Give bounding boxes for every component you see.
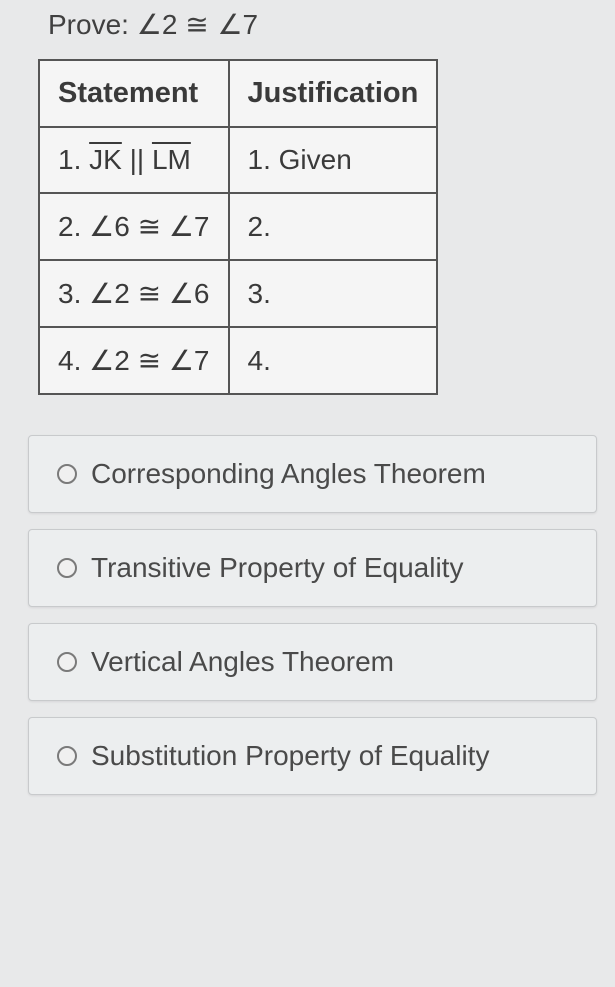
radio-icon: [57, 652, 77, 672]
option-label: Substitution Property of Equality: [91, 740, 489, 772]
option-substitution-property[interactable]: Substitution Property of Equality: [28, 717, 597, 795]
option-label: Corresponding Angles Theorem: [91, 458, 486, 490]
proof-table: Statement Justification 1. JK || LM 1. G…: [38, 59, 438, 395]
radio-icon: [57, 746, 77, 766]
prove-sym: ≅: [185, 9, 209, 40]
statement-expr: ∠6 ≅ ∠7: [89, 211, 209, 242]
radio-icon: [57, 558, 77, 578]
justification-cell: 1. Given: [229, 127, 438, 193]
radio-icon: [57, 464, 77, 484]
option-corresponding-angles[interactable]: Corresponding Angles Theorem: [28, 435, 597, 513]
row-num: 1.: [58, 144, 81, 175]
prove-left: ∠2: [137, 9, 178, 40]
justification-cell: 4.: [229, 327, 438, 394]
row-num: 4.: [58, 345, 81, 376]
header-justification: Justification: [229, 60, 438, 127]
prove-line: Prove: ∠2 ≅ ∠7: [0, 0, 615, 59]
table-header-row: Statement Justification: [39, 60, 437, 127]
segment-jk: JK: [89, 144, 122, 175]
prove-label: Prove:: [48, 9, 129, 40]
justification-cell: 3.: [229, 260, 438, 327]
statement-expr: ∠2 ≅ ∠7: [89, 345, 209, 376]
justification-cell: 2.: [229, 193, 438, 260]
table-row: 4. ∠2 ≅ ∠7 4.: [39, 327, 437, 394]
statement-expr: ∠2 ≅ ∠6: [89, 278, 209, 309]
table-row: 1. JK || LM 1. Given: [39, 127, 437, 193]
statement-cell: 3. ∠2 ≅ ∠6: [39, 260, 229, 327]
statement-cell: 2. ∠6 ≅ ∠7: [39, 193, 229, 260]
answer-options: Corresponding Angles Theorem Transitive …: [0, 435, 615, 795]
option-label: Transitive Property of Equality: [91, 552, 463, 584]
prove-right: ∠7: [217, 9, 258, 40]
statement-cell: 1. JK || LM: [39, 127, 229, 193]
statement-cell: 4. ∠2 ≅ ∠7: [39, 327, 229, 394]
header-statement: Statement: [39, 60, 229, 127]
option-vertical-angles[interactable]: Vertical Angles Theorem: [28, 623, 597, 701]
table-row: 3. ∠2 ≅ ∠6 3.: [39, 260, 437, 327]
row-num: 2.: [58, 211, 81, 242]
option-label: Vertical Angles Theorem: [91, 646, 394, 678]
row-num: 3.: [58, 278, 81, 309]
option-transitive-property[interactable]: Transitive Property of Equality: [28, 529, 597, 607]
table-row: 2. ∠6 ≅ ∠7 2.: [39, 193, 437, 260]
parallel-sym: ||: [122, 144, 152, 175]
segment-lm: LM: [152, 144, 191, 175]
